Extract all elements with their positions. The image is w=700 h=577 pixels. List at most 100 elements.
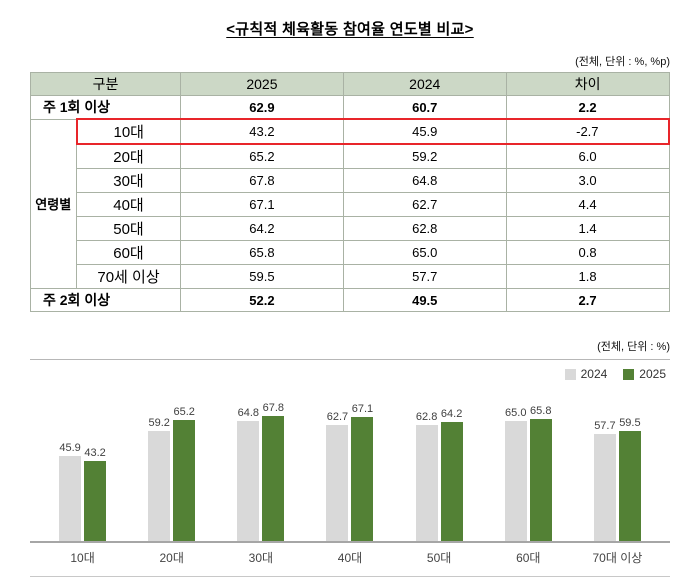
chart-unit-note: (전체, 단위 : %): [597, 341, 670, 353]
bar-2024: 62.8: [415, 411, 438, 541]
category-label: 20대: [159, 551, 184, 565]
bar-2025: 64.2: [440, 408, 463, 541]
bar-value-label: 62.7: [326, 411, 349, 423]
value-2024: 57.7: [342, 264, 507, 289]
value-2024: 45.9: [342, 118, 507, 145]
table-row: 40대 67.1 62.7 4.4: [31, 192, 670, 217]
value-2024: 49.5: [342, 288, 507, 312]
bar-2024: 64.8: [237, 407, 260, 541]
row-label: 20대: [75, 143, 182, 169]
bar-2024: 57.7: [593, 420, 616, 541]
bar-pair: 59.2 65.2: [148, 406, 196, 541]
table-row: 주 2회 이상 52.2 49.5 2.7: [29, 288, 670, 312]
bar-value-label: 43.2: [84, 447, 106, 459]
bar-value-label: 67.1: [351, 403, 374, 415]
bar-2024: 62.7: [326, 411, 349, 541]
value-diff: 1.4: [505, 216, 670, 241]
bar-rect-2025: [84, 461, 107, 541]
bar-rect-2025: [351, 417, 374, 541]
bar-pair: 62.8 64.2: [415, 408, 463, 541]
bar-value-label: 65.0: [505, 407, 527, 419]
row-label: 40대: [75, 192, 182, 217]
category-axis: 10대 20대 30대 40대 50대 60대 70대 이상: [30, 543, 670, 577]
value-diff: 3.0: [505, 168, 670, 193]
value-2025: 52.2: [180, 288, 344, 312]
legend-label-2025: 2025: [639, 367, 666, 381]
row-label: 50대: [75, 216, 182, 241]
value-diff: 6.0: [505, 143, 670, 169]
value-diff: 0.8: [505, 240, 670, 265]
value-2025: 67.8: [180, 168, 344, 193]
value-2025: 59.5: [180, 264, 344, 289]
bar-rect-2025: [618, 431, 641, 541]
table-row: 20대 65.2 59.2 6.0: [31, 143, 670, 169]
category-label: 70대 이상: [592, 551, 643, 565]
bar-2024: 45.9: [59, 442, 82, 541]
chart-section: (전체, 단위 : %) 2024 2025 45.9 43.2 59.2 65.2 6…: [30, 338, 670, 577]
bar-value-label: 64.2: [440, 408, 463, 420]
header-2025: 2025: [180, 72, 344, 96]
bar-group: 59.2 65.2: [136, 406, 208, 541]
table-row: 50대 64.2 62.8 1.4: [31, 216, 670, 241]
chart-box: 2024 2025 45.9 43.2 59.2 65.2 64.8 67.8 62.7 67…: [30, 359, 670, 577]
bar-pair: 45.9 43.2: [59, 442, 107, 541]
age-group-label: 연령별: [30, 118, 77, 289]
value-2024: 62.8: [342, 216, 507, 241]
legend-swatch-2024: [564, 368, 576, 380]
bar-group: 45.9 43.2: [47, 442, 119, 541]
category-label: 50대: [426, 551, 452, 565]
value-2025: 64.2: [180, 216, 344, 241]
table-row: 30대 67.8 64.8 3.0: [31, 168, 670, 193]
table-unit-note: (전체, 단위 : %, %p): [575, 56, 670, 68]
bar-rect-2024: [59, 456, 82, 541]
bar-rect-2025: [173, 420, 196, 541]
bars-area: 45.9 43.2 59.2 65.2 64.8 67.8 62.7 67.1 62.8 64.2…: [30, 383, 670, 543]
bar-group: 65.0 65.8: [492, 405, 564, 541]
bar-pair: 57.7 59.5: [593, 417, 641, 541]
bar-group: 57.7 59.5: [581, 417, 653, 541]
value-2024: 64.8: [342, 168, 507, 193]
bar-2025: 43.2: [84, 447, 107, 541]
row-label: 60대: [75, 240, 182, 265]
table-row: 70세 이상 59.5 57.7 1.8: [31, 264, 670, 289]
bar-rect-2024: [593, 434, 616, 541]
bar-value-label: 65.2: [173, 406, 195, 418]
value-diff: 2.7: [505, 288, 670, 312]
value-2024: 62.7: [342, 192, 507, 217]
bar-rect-2024: [326, 425, 349, 541]
bar-pair: 65.0 65.8: [504, 405, 552, 541]
legend-item-2024: 2024: [564, 367, 608, 381]
bar-rect-2024: [504, 421, 527, 541]
bar-rect-2025: [440, 422, 463, 541]
bar-2025: 65.8: [529, 405, 552, 541]
comparison-table: 구분 2025 2024 차이 주 1회 이상 62.9 60.7 2.2 연령별 10대…: [29, 72, 670, 312]
value-2024: 59.2: [342, 143, 507, 169]
bar-2025: 67.1: [351, 403, 374, 541]
table-row: 주 1회 이상 62.9 60.7 2.2: [29, 95, 670, 120]
chart-legend: 2024 2025: [30, 367, 670, 381]
bar-rect-2024: [415, 425, 438, 541]
page-title: <규칙적 체육활동 참여율 연도별 비교>: [226, 21, 474, 38]
bar-rect-2024: [148, 431, 171, 541]
bar-2025: 67.8: [262, 402, 285, 541]
bar-2024: 59.2: [148, 417, 171, 541]
bar-pair: 64.8 67.8: [237, 402, 285, 541]
value-2025: 62.9: [180, 95, 344, 120]
legend-label-2024: 2024: [580, 367, 608, 381]
bar-value-label: 57.7: [594, 420, 616, 432]
value-diff: 2.2: [505, 95, 670, 120]
bar-value-label: 59.2: [148, 417, 170, 429]
category-label: 30대: [248, 551, 274, 565]
value-2024: 65.0: [342, 240, 507, 265]
bar-2025: 59.5: [618, 417, 641, 541]
header-category: 구분: [29, 72, 182, 96]
bar-rect-2025: [262, 416, 285, 541]
bar-2024: 65.0: [504, 407, 527, 541]
value-2025: 43.2: [180, 118, 344, 145]
row-label: 30대: [75, 168, 182, 193]
bar-value-label: 45.9: [59, 442, 81, 454]
value-2025: 67.1: [180, 192, 344, 217]
bar-value-label: 59.5: [619, 417, 641, 429]
table-header-row: 구분 2025 2024 차이: [29, 72, 670, 96]
category-label: 10대: [70, 551, 95, 565]
